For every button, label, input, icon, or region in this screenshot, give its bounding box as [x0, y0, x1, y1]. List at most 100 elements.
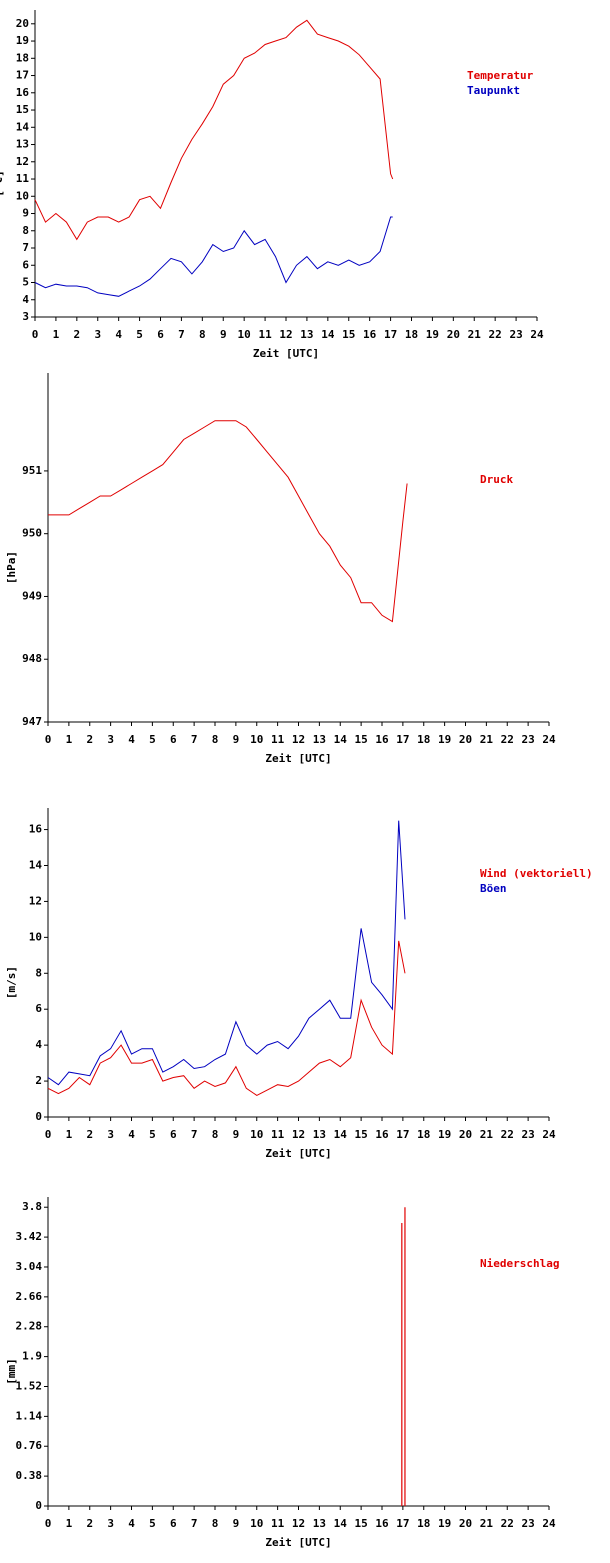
y-tick-label: 12	[16, 155, 29, 168]
x-tick-label: 14	[334, 1128, 348, 1141]
data-line	[34, 216, 393, 297]
x-tick-label: 4	[128, 733, 135, 746]
x-tick-label: 20	[459, 1517, 472, 1530]
x-tick-label: 21	[480, 733, 494, 746]
y-tick-label: 2.66	[16, 1290, 43, 1303]
x-tick-label: 2	[86, 1517, 93, 1530]
x-tick-label: 6	[157, 328, 164, 341]
y-tick-label: 8	[22, 224, 29, 237]
y-tick-label: 10	[16, 189, 29, 202]
y-tick-label: 7	[22, 241, 29, 254]
x-tick-label: 9	[220, 328, 227, 341]
x-tick-label: 20	[459, 1128, 472, 1141]
data-line	[47, 820, 406, 1086]
x-tick-label: 2	[86, 733, 93, 746]
y-tick-label: 16	[16, 86, 30, 99]
y-axis-label: [mm]	[5, 1358, 18, 1385]
x-tick-label: 15	[342, 328, 355, 341]
y-axis-label: [hPa]	[5, 551, 18, 584]
y-tick-label: 17	[16, 69, 29, 82]
x-tick-label: 23	[522, 1517, 535, 1530]
data-line	[47, 940, 406, 1096]
y-tick-label: 2	[35, 1074, 42, 1087]
x-tick-label: 15	[355, 1128, 368, 1141]
y-tick-label: 11	[16, 172, 30, 185]
x-tick-label: 15	[355, 733, 368, 746]
x-axis-label: Zeit [UTC]	[265, 1147, 331, 1160]
x-tick-label: 21	[480, 1128, 494, 1141]
x-axis-label: Zeit [UTC]	[265, 752, 331, 765]
y-tick-label: 15	[16, 103, 29, 116]
x-tick-label: 8	[212, 1128, 219, 1141]
x-tick-label: 12	[292, 1517, 305, 1530]
x-tick-label: 18	[417, 1128, 430, 1141]
x-tick-label: 0	[32, 328, 39, 341]
x-tick-label: 23	[509, 328, 522, 341]
x-tick-label: 6	[170, 1517, 177, 1530]
x-tick-label: 2	[74, 328, 81, 341]
x-tick-label: 16	[375, 1517, 389, 1530]
x-tick-label: 12	[292, 733, 305, 746]
x-tick-label: 7	[191, 1128, 198, 1141]
x-tick-label: 20	[459, 733, 472, 746]
x-tick-label: 17	[396, 733, 409, 746]
x-tick-label: 21	[480, 1517, 494, 1530]
y-tick-label: 950	[22, 527, 42, 540]
data-line	[34, 19, 394, 241]
x-tick-label: 13	[313, 1517, 326, 1530]
y-tick-label: 0	[35, 1110, 42, 1123]
y-tick-label: 4	[22, 293, 29, 306]
y-tick-label: 0.38	[16, 1469, 43, 1482]
y-tick-label: 8	[35, 966, 42, 979]
x-tick-label: 24	[542, 1517, 556, 1530]
y-tick-label: 1.9	[22, 1350, 42, 1363]
x-tick-label: 22	[489, 328, 502, 341]
x-tick-label: 18	[405, 328, 418, 341]
x-tick-label: 17	[396, 1517, 409, 1530]
y-tick-label: 18	[16, 51, 29, 64]
y-tick-label: 5	[22, 276, 29, 289]
x-tick-label: 9	[233, 1517, 240, 1530]
x-tick-label: 10	[250, 733, 263, 746]
x-tick-label: 18	[417, 1517, 430, 1530]
legend-label: Wind (vektoriell)	[480, 867, 593, 880]
x-tick-label: 21	[468, 328, 482, 341]
y-tick-label: 12	[29, 894, 42, 907]
x-tick-label: 16	[375, 733, 389, 746]
x-tick-label: 20	[447, 328, 460, 341]
x-tick-label: 14	[334, 1517, 348, 1530]
x-tick-label: 18	[417, 733, 430, 746]
y-tick-label: 6	[35, 1002, 42, 1015]
x-tick-label: 22	[501, 1517, 514, 1530]
x-tick-label: 4	[128, 1128, 135, 1141]
x-tick-label: 19	[438, 1128, 451, 1141]
x-tick-label: 13	[313, 1128, 326, 1141]
y-tick-label: 0	[35, 1499, 42, 1512]
x-tick-label: 5	[149, 1517, 156, 1530]
legend-label: Taupunkt	[467, 84, 520, 97]
y-tick-label: 19	[16, 34, 29, 47]
y-tick-label: 947	[22, 715, 42, 728]
x-tick-label: 1	[66, 733, 73, 746]
y-tick-label: 1.52	[16, 1379, 43, 1392]
x-tick-label: 24	[542, 1128, 556, 1141]
x-tick-label: 4	[128, 1517, 135, 1530]
x-tick-label: 3	[107, 1128, 114, 1141]
x-tick-label: 17	[396, 1128, 409, 1141]
x-tick-label: 9	[233, 1128, 240, 1141]
y-axis-label: [°C]	[0, 170, 5, 197]
x-tick-label: 3	[94, 328, 101, 341]
x-tick-label: 24	[530, 328, 544, 341]
x-tick-label: 10	[250, 1517, 263, 1530]
x-tick-label: 1	[66, 1128, 73, 1141]
x-tick-label: 7	[191, 733, 198, 746]
data-line	[48, 420, 408, 623]
x-tick-label: 19	[426, 328, 439, 341]
x-tick-label: 12	[292, 1128, 305, 1141]
y-tick-label: 16	[29, 823, 43, 836]
x-tick-label: 22	[501, 733, 514, 746]
x-tick-label: 8	[212, 1517, 219, 1530]
x-tick-label: 17	[384, 328, 397, 341]
legend-label: Niederschlag	[480, 1257, 559, 1270]
